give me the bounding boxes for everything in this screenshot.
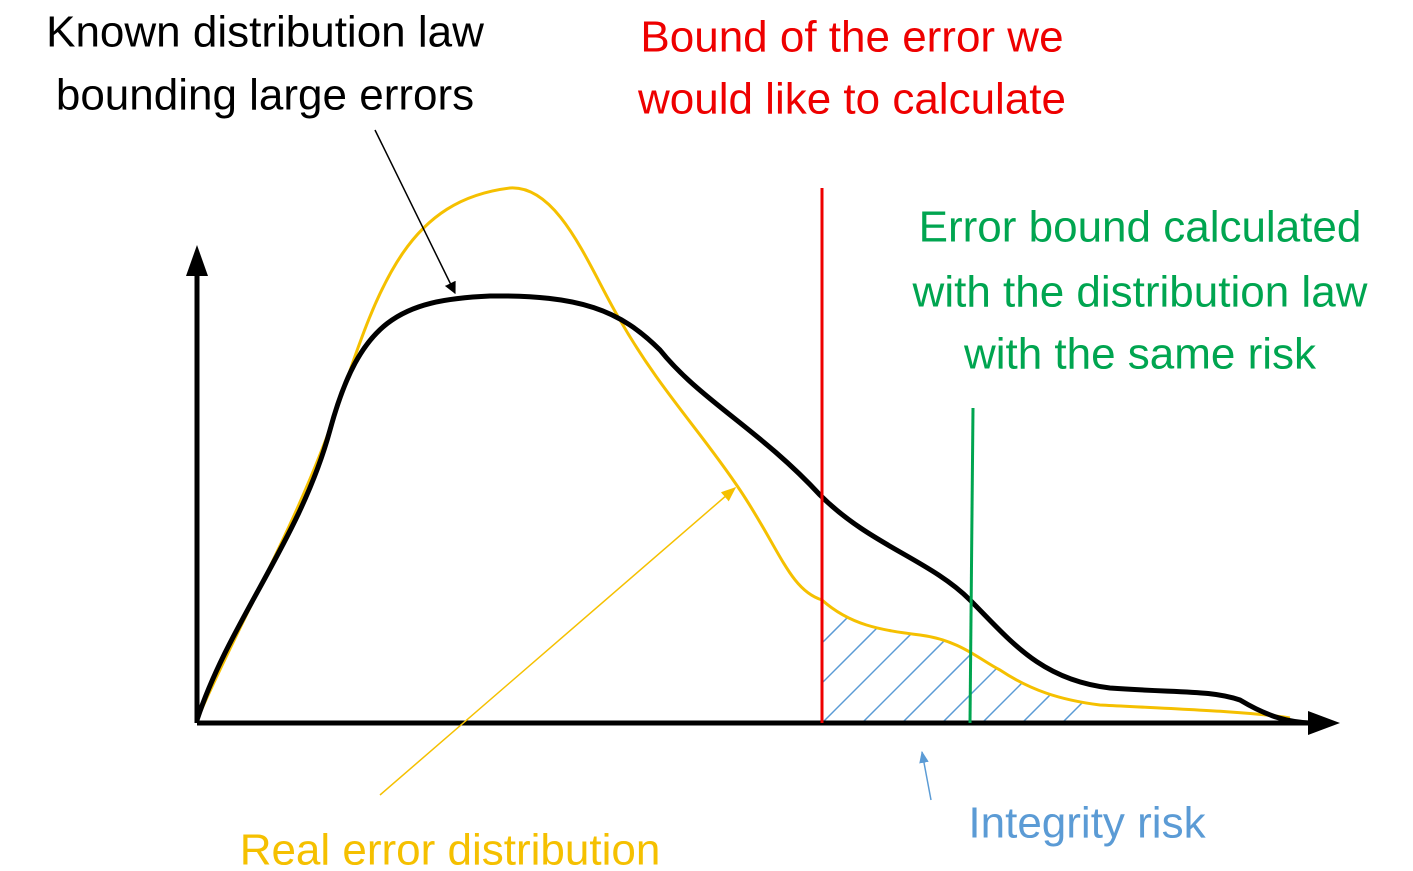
known-label: Known distribution law xyxy=(46,8,484,57)
bounding-curve xyxy=(194,293,1311,726)
calculated-label: with the distribution law xyxy=(912,268,1368,317)
x-arrow xyxy=(1308,711,1340,735)
calculated-label: Error bound calculated xyxy=(919,203,1362,252)
real-arrow xyxy=(379,487,737,796)
real-label: Real error distribution xyxy=(240,826,661,871)
calculated-line xyxy=(968,407,975,724)
bound-label: would like to calculate xyxy=(637,75,1066,124)
calculated-label: with the same risk xyxy=(963,330,1317,379)
risk-arrow xyxy=(919,750,932,801)
risk-label: Integrity risk xyxy=(968,799,1206,848)
known-arrow xyxy=(374,129,456,295)
y-arrow xyxy=(186,245,208,276)
known-label: bounding large errors xyxy=(56,71,474,120)
real-curve xyxy=(195,186,1291,721)
bound-label: Bound of the error we xyxy=(640,13,1063,62)
